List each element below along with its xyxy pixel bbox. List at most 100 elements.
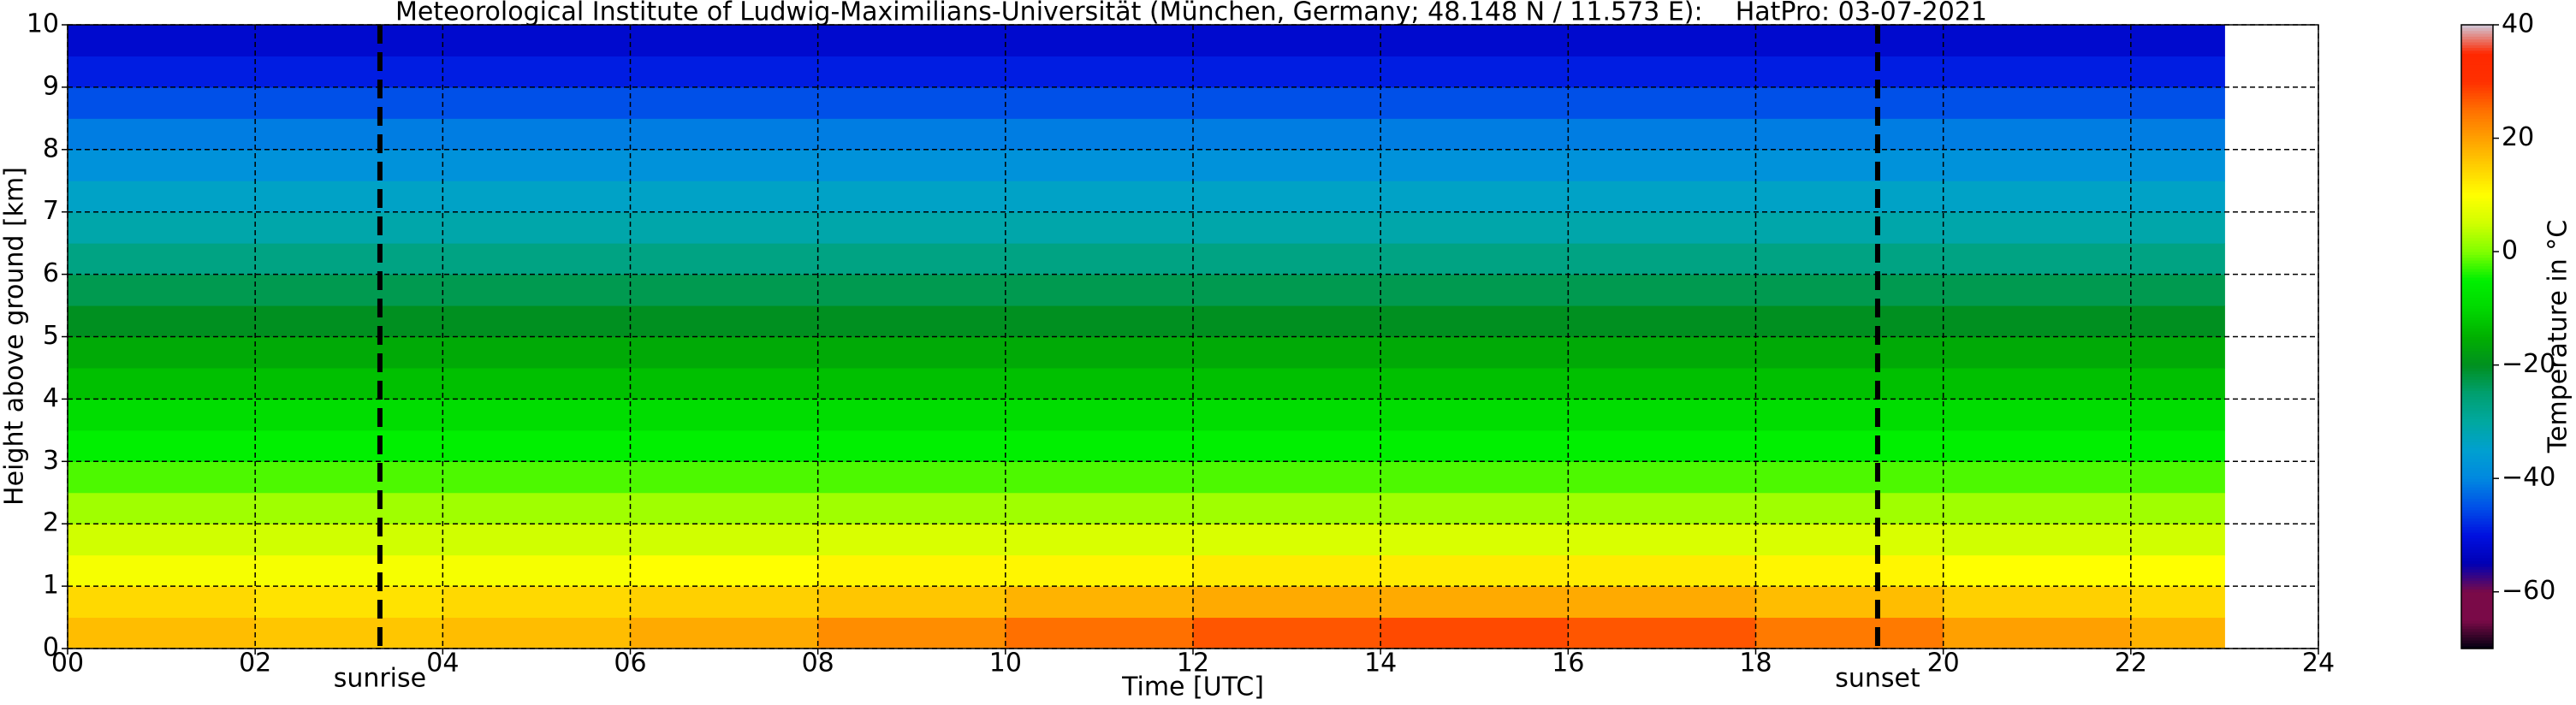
heat-cell <box>1380 118 1569 151</box>
heat-cell <box>255 274 443 306</box>
colorbar-swatch <box>2461 450 2493 453</box>
colorbar-swatch <box>2461 104 2493 108</box>
heat-cell <box>68 25 256 56</box>
heat-cell <box>255 56 443 88</box>
heat-cell <box>1193 461 1381 494</box>
x-tick-label: 02 <box>239 649 271 678</box>
x-tick-label: 22 <box>2115 649 2147 678</box>
heat-cell <box>630 243 819 275</box>
heat-cell <box>817 399 1006 431</box>
heat-cell <box>1755 336 1944 369</box>
heat-cell <box>1005 25 1194 56</box>
heat-cell <box>68 149 256 181</box>
colorbar-swatch <box>2461 608 2493 613</box>
heat-cell <box>1193 336 1381 369</box>
colorbar-swatch <box>2461 529 2493 533</box>
heat-cell <box>1943 492 2132 524</box>
heat-cell <box>255 305 443 337</box>
heat-cell <box>2130 461 2225 494</box>
heat-cell <box>68 211 256 244</box>
y-tick-label: 8 <box>43 133 59 163</box>
colorbar-swatch <box>2461 574 2493 578</box>
colorbar-swatch <box>2461 362 2493 366</box>
colorbar-swatch <box>2461 107 2493 111</box>
heat-cell <box>1380 56 1569 88</box>
x-tick-label: 16 <box>1552 649 1584 678</box>
colorbar-swatch <box>2461 430 2493 434</box>
colorbar-swatch <box>2461 274 2493 278</box>
heat-cell <box>1193 492 1381 524</box>
colorbar-swatch <box>2461 367 2493 371</box>
colorbar-swatch <box>2461 285 2493 289</box>
colorbar-tick-label: −20 <box>2502 349 2555 379</box>
colorbar-swatch <box>2461 181 2493 185</box>
heat-cell <box>1193 430 1381 462</box>
heat-cell <box>1943 617 2132 649</box>
colorbar-swatch <box>2461 276 2493 281</box>
plot-frame <box>67 24 2319 649</box>
colorbar-swatch <box>2461 589 2493 593</box>
heat-cell <box>1755 554 1944 587</box>
colorbar-swatch <box>2461 73 2493 77</box>
colorbar-swatch <box>2461 435 2493 440</box>
colorbar-swatch <box>2461 140 2493 145</box>
event-label: sunset <box>1835 664 1920 694</box>
heat-cell <box>630 336 819 369</box>
heat-cell <box>1380 25 1569 56</box>
heat-cell <box>1943 56 2132 88</box>
colorbar-swatch <box>2461 339 2493 343</box>
colorbar-swatch <box>2461 489 2493 494</box>
colorbar-swatch <box>2461 123 2493 127</box>
colorbar-swatch <box>2461 254 2493 258</box>
heat-cell <box>817 461 1006 494</box>
heat-cell <box>1005 617 1194 649</box>
colorbar-swatch <box>2461 472 2493 477</box>
heat-cell <box>817 56 1006 88</box>
heat-cell <box>1568 211 1756 244</box>
colorbar-swatch <box>2461 228 2493 233</box>
heat-cell <box>1755 305 1944 337</box>
heat-cell <box>1755 617 1944 649</box>
colorbar-swatch <box>2461 257 2493 261</box>
heat-cell <box>1380 430 1569 462</box>
heat-cell <box>68 274 256 306</box>
heat-cell <box>68 461 256 494</box>
heat-cell <box>442 56 631 88</box>
colorbar-swatch <box>2461 591 2493 595</box>
colorbar-swatch <box>2461 566 2493 570</box>
heat-cell <box>1193 586 1381 619</box>
colorbar-swatch <box>2461 549 2493 553</box>
heat-cell <box>2130 492 2225 524</box>
heat-cell <box>1755 399 1944 431</box>
colorbar-swatch <box>2461 121 2493 125</box>
heat-cell <box>817 274 1006 306</box>
colorbar-swatch <box>2461 597 2493 601</box>
colorbar-swatch <box>2461 152 2493 157</box>
heat-cell <box>1755 86 1944 119</box>
heat-cell <box>442 211 631 244</box>
heat-cell <box>630 524 819 556</box>
colorbar-swatch <box>2461 127 2493 131</box>
heat-cell <box>1943 243 2132 275</box>
heat-cell <box>1005 430 1194 462</box>
x-tick-label: 04 <box>426 649 459 678</box>
colorbar-swatch <box>2461 56 2493 60</box>
heat-cell <box>68 86 256 119</box>
colorbar-swatch <box>2461 416 2493 420</box>
colorbar-swatch <box>2461 478 2493 483</box>
heat-cell <box>817 617 1006 649</box>
heat-cell <box>255 211 443 244</box>
heat-cell <box>2130 554 2225 587</box>
colorbar-swatch <box>2461 282 2493 287</box>
colorbar-swatch <box>2461 407 2493 412</box>
colorbar-swatch <box>2461 583 2493 587</box>
heat-cell <box>630 554 819 587</box>
heat-cell <box>1943 554 2132 587</box>
colorbar-swatch <box>2461 198 2493 202</box>
colorbar-swatch <box>2461 248 2493 252</box>
colorbar-swatch <box>2461 464 2493 468</box>
y-axis-label: Height above ground [km] <box>0 167 30 506</box>
colorbar-swatch <box>2461 84 2493 88</box>
heat-cell <box>1193 118 1381 151</box>
colorbar-swatch <box>2461 234 2493 239</box>
